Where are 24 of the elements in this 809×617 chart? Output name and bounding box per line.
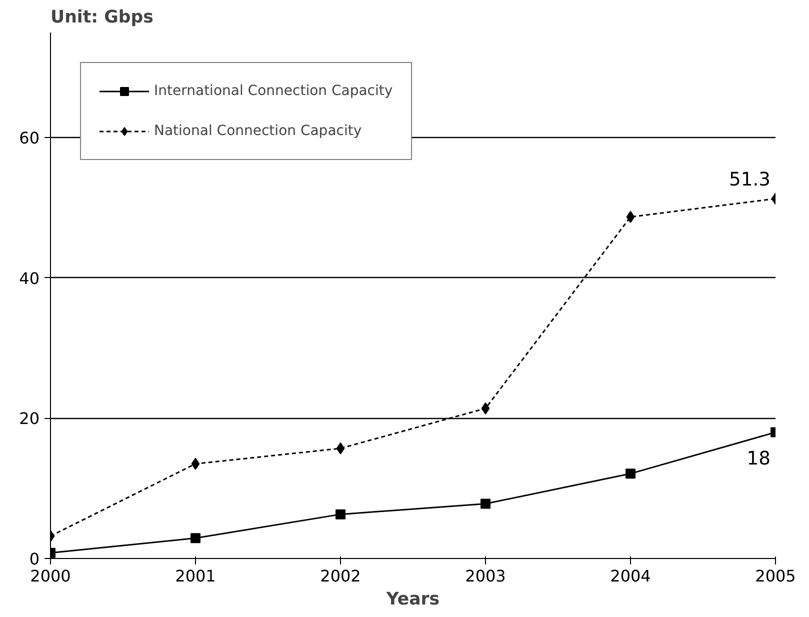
point <box>626 468 636 479</box>
x-tick-label: 2000 <box>30 566 71 586</box>
y-tick-label: 20 <box>19 409 40 428</box>
x-tick-label: 2004 <box>610 566 651 586</box>
point <box>336 442 345 454</box>
point <box>480 498 490 509</box>
x-tick-label: 2005 <box>755 566 796 586</box>
x-tick-label: 2001 <box>175 566 216 586</box>
point <box>336 509 346 520</box>
y-tick-label: 0 <box>29 550 40 568</box>
x-axis-title: Years <box>385 590 440 610</box>
point <box>626 210 635 223</box>
point <box>191 458 200 470</box>
legend-label: National Connection Capacity <box>154 123 362 139</box>
point <box>481 402 490 414</box>
legend-label: International Connection Capacity <box>154 83 393 99</box>
y-tick-label: 60 <box>19 128 40 148</box>
annotation: 51.3 <box>728 170 771 191</box>
y-tick-label: 40 <box>19 268 40 288</box>
annotation: 18 <box>746 448 771 470</box>
x-tick-label: 2003 <box>465 566 506 586</box>
x-tick-label: 2002 <box>320 566 361 586</box>
chart-title: Unit: Gbps <box>50 8 154 28</box>
point <box>190 533 200 544</box>
